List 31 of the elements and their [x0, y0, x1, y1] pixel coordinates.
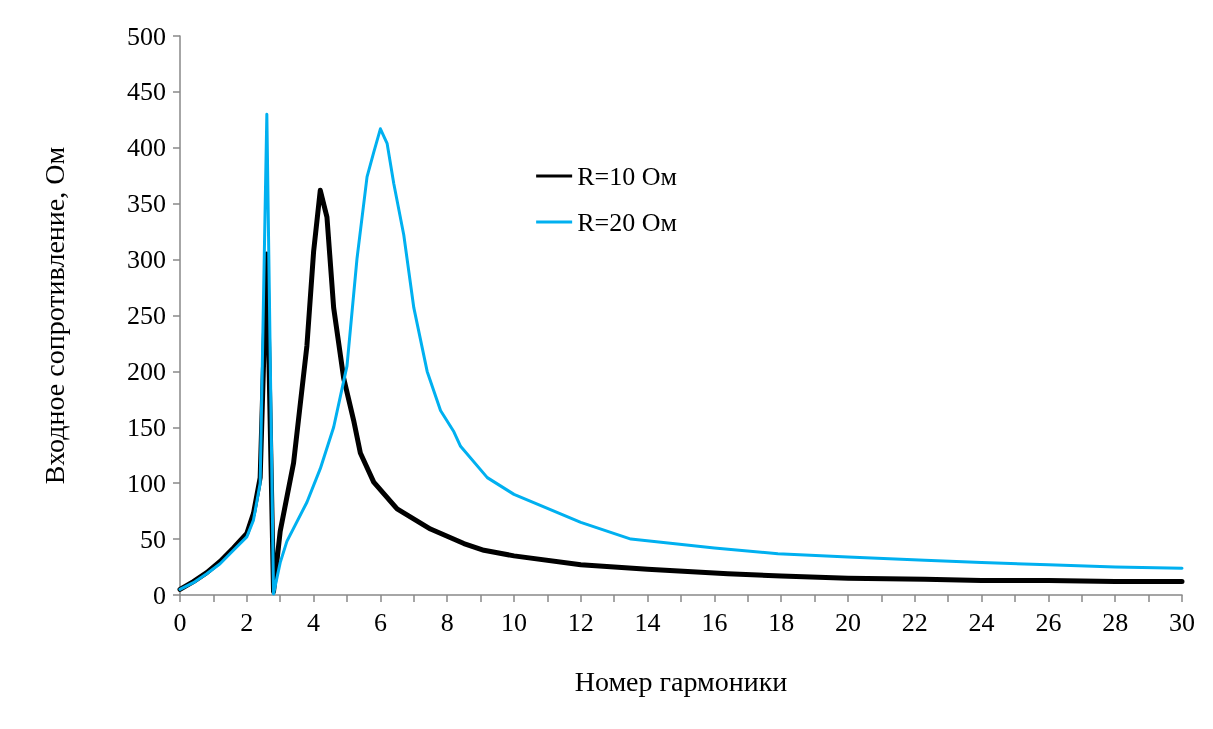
y-tick-label: 400: [127, 133, 166, 163]
x-tick-label: 10: [501, 607, 527, 637]
y-tick-label: 100: [127, 468, 166, 498]
legend-label: R=10 Ом: [577, 161, 677, 191]
y-tick-label: 450: [127, 77, 166, 107]
x-tick-label: 16: [701, 607, 728, 637]
legend-label: R=20 Ом: [577, 207, 677, 237]
x-tick-label: 4: [307, 607, 321, 637]
y-axis-title: Входное сопротивление, Ом: [38, 146, 70, 485]
y-tick-label: 500: [127, 21, 166, 51]
y-tick-label: 300: [127, 245, 166, 275]
y-tick-label: 150: [127, 412, 166, 442]
x-axis-title: Номер гармоники: [574, 665, 788, 697]
x-tick-label: 24: [968, 607, 995, 637]
x-tick-label: 2: [240, 607, 254, 637]
x-tick-label: 20: [835, 607, 861, 637]
x-tick-label: 26: [1035, 607, 1062, 637]
x-tick-label: 30: [1169, 607, 1195, 637]
x-tick-label: 0: [173, 607, 187, 637]
y-tick-label: 250: [127, 301, 166, 330]
x-tick-label: 22: [901, 607, 928, 637]
x-tick-label: 8: [440, 607, 454, 637]
y-tick-label: 200: [127, 356, 166, 386]
y-tick-label: 0: [153, 580, 166, 610]
y-tick-label: 50: [140, 524, 166, 554]
x-tick-label: 14: [634, 607, 661, 637]
x-tick-label: 28: [1102, 607, 1129, 637]
y-tick-label: 350: [127, 189, 166, 219]
x-tick-label: 12: [567, 607, 594, 637]
x-tick-label: 6: [373, 607, 387, 637]
x-tick-label: 18: [768, 607, 795, 637]
